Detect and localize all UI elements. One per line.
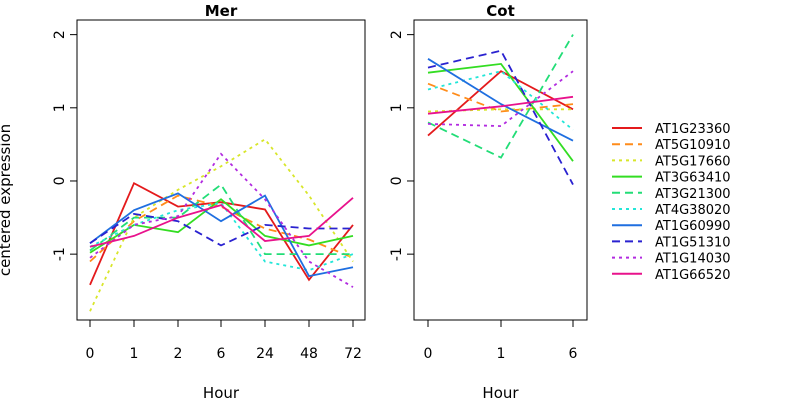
legend-label: AT1G14030 — [655, 252, 731, 267]
y-tick-label: 1 — [52, 103, 68, 112]
series-line-at5g17660 — [89, 138, 354, 312]
series-line-at1g51310 — [89, 212, 353, 247]
x-tick-label: 0 — [86, 346, 95, 362]
y-tick-label: 1 — [389, 103, 405, 112]
x-tick-label: 0 — [424, 346, 433, 362]
y-axis-label: centered expression — [0, 124, 14, 276]
series-line-at1g14030 — [427, 70, 574, 128]
y-tick-label: 0 — [389, 177, 405, 186]
legend-label: AT1G51310 — [655, 235, 731, 250]
series-line-at1g60990 — [89, 192, 354, 278]
plot-frame — [76, 19, 366, 321]
panel-title: Mer — [205, 2, 238, 20]
y-tick-label: -1 — [52, 247, 68, 261]
legend-label: AT3G63410 — [655, 171, 731, 186]
series-line-at4g38020 — [89, 201, 354, 272]
x-axis-label: Hour — [203, 384, 240, 400]
x-tick-label: 1 — [130, 346, 139, 362]
series-line-at3g21300 — [427, 34, 574, 159]
x-tick-label: 2 — [174, 346, 183, 362]
plot-frame — [413, 19, 588, 321]
legend-label: AT3G21300 — [655, 187, 731, 202]
legend-label: AT1G23360 — [655, 122, 731, 137]
panel-cot: Cot -1 0 1 2 0 1 6 Hour — [389, 2, 588, 400]
x-tick-label: 72 — [344, 346, 362, 362]
series-line-at1g14030 — [89, 152, 354, 288]
series-line-at1g23360 — [89, 181, 354, 286]
series-line-at3g21300 — [89, 183, 353, 256]
legend-label: AT4G38020 — [655, 203, 731, 218]
y-tick-label: 0 — [52, 177, 68, 186]
panel-title: Cot — [486, 2, 514, 20]
x-tick-label: 6 — [217, 346, 226, 362]
series-line-at1g66520 — [427, 95, 574, 115]
series-line-at1g60990 — [427, 58, 574, 142]
legend-label: AT5G17660 — [655, 154, 731, 169]
legend-label: AT1G66520 — [655, 268, 731, 283]
panel-mer: Mer -1 0 1 2 0 1 2 6 24 48 72 Hour — [52, 2, 366, 400]
x-tick-label: 48 — [300, 346, 318, 362]
legend-label: AT5G10910 — [655, 138, 731, 153]
series-line-at5g17660 — [427, 108, 573, 113]
series-line-at1g23360 — [427, 70, 574, 137]
legend-label: AT1G60990 — [655, 219, 731, 234]
x-tick-label: 6 — [569, 346, 578, 362]
y-tick-label: 2 — [389, 30, 405, 39]
y-tick-label: -1 — [389, 247, 405, 261]
series-line-at1g51310 — [427, 49, 574, 186]
y-tick-label: 2 — [52, 30, 68, 39]
series-line-at5g10910 — [427, 82, 574, 113]
x-axis-label: Hour — [482, 384, 519, 400]
series-line-at5g10910 — [89, 194, 354, 263]
x-tick-label: 24 — [256, 346, 274, 362]
x-tick-label: 1 — [497, 346, 506, 362]
series-line-at1g66520 — [89, 197, 354, 248]
